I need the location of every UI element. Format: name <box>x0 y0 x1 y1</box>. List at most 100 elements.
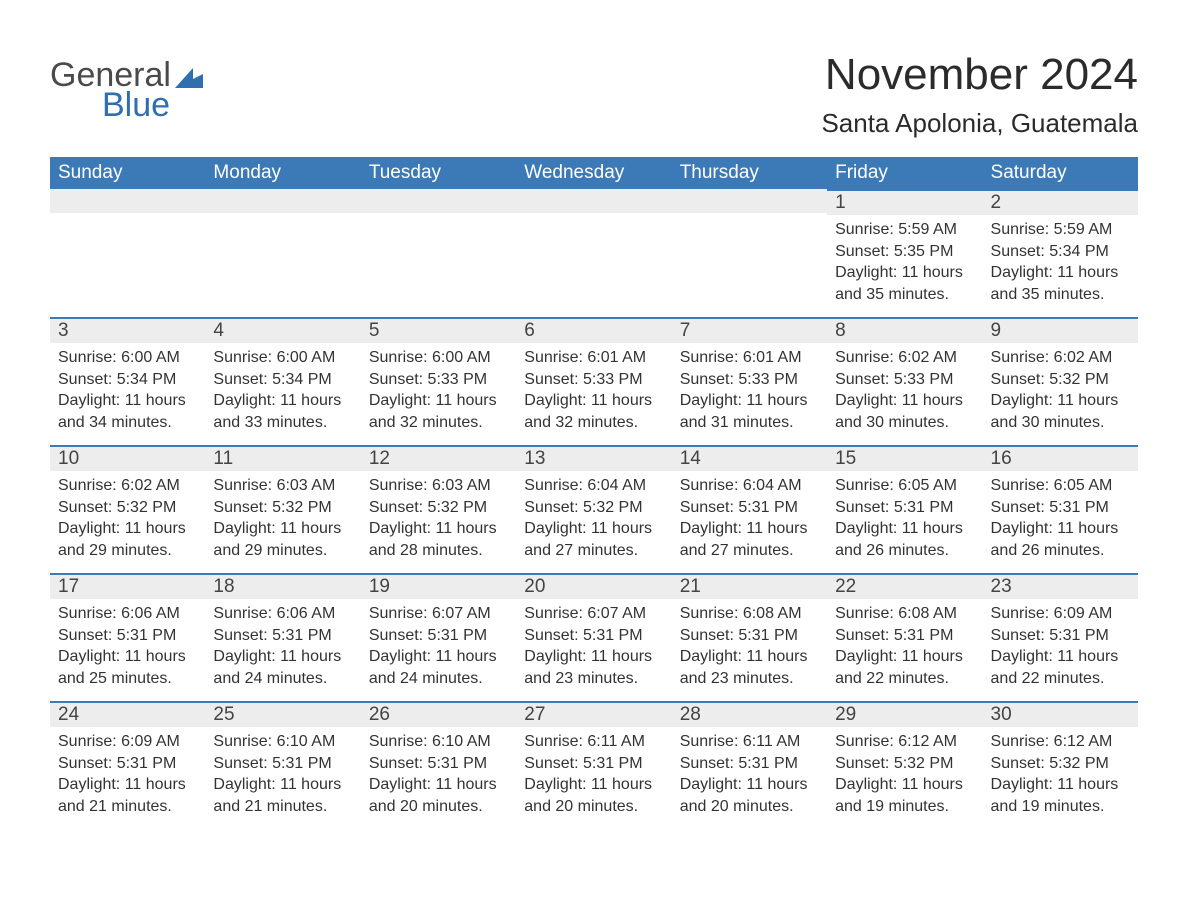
day-number: 18 <box>205 573 360 599</box>
sunrise-text: Sunrise: 6:01 AM <box>680 347 819 369</box>
day-number: 28 <box>672 701 827 727</box>
day-details: Sunrise: 6:00 AMSunset: 5:34 PMDaylight:… <box>58 347 197 433</box>
day-details: Sunrise: 6:03 AMSunset: 5:32 PMDaylight:… <box>369 475 508 561</box>
sunset-text: Sunset: 5:31 PM <box>369 625 508 647</box>
daylight-text: Daylight: 11 hours and 21 minutes. <box>58 774 197 817</box>
sunset-text: Sunset: 5:32 PM <box>835 753 974 775</box>
day-cell <box>672 189 827 317</box>
day-cell: 11Sunrise: 6:03 AMSunset: 5:32 PMDayligh… <box>205 445 360 573</box>
col-sunday: Sunday <box>50 157 205 189</box>
sunrise-text: Sunrise: 5:59 AM <box>835 219 974 241</box>
sunset-text: Sunset: 5:32 PM <box>991 369 1130 391</box>
day-cell: 18 Sunrise: 6:06 AMSunset: 5:31 PMDayligh… <box>205 573 360 701</box>
sunset-text: Sunset: 5:31 PM <box>680 497 819 519</box>
day-number: 15 <box>827 445 982 471</box>
day-cell <box>361 189 516 317</box>
col-wednesday: Wednesday <box>516 157 671 189</box>
sunset-text: Sunset: 5:32 PM <box>991 753 1130 775</box>
empty-day-bar <box>50 189 205 213</box>
daylight-text: Daylight: 11 hours and 27 minutes. <box>680 518 819 561</box>
day-number: 19 <box>361 573 516 599</box>
daylight-text: Daylight: 11 hours and 31 minutes. <box>680 390 819 433</box>
daylight-text: Daylight: 11 hours and 20 minutes. <box>524 774 663 817</box>
day-details: Sunrise: 6:03 AMSunset: 5:32 PMDaylight:… <box>213 475 352 561</box>
sunset-text: Sunset: 5:31 PM <box>835 497 974 519</box>
sunrise-text: Sunrise: 6:07 AM <box>369 603 508 625</box>
day-cell: 12Sunrise: 6:03 AMSunset: 5:32 PMDayligh… <box>361 445 516 573</box>
day-details: Sunrise: 6:06 AMSunset: 5:31 PMDaylight:… <box>213 603 352 689</box>
sunrise-text: Sunrise: 6:05 AM <box>991 475 1130 497</box>
daylight-text: Daylight: 11 hours and 32 minutes. <box>369 390 508 433</box>
sunset-text: Sunset: 5:33 PM <box>680 369 819 391</box>
sunrise-text: Sunrise: 6:02 AM <box>835 347 974 369</box>
sunset-text: Sunset: 5:33 PM <box>369 369 508 391</box>
day-cell: 15Sunrise: 6:05 AMSunset: 5:31 PMDayligh… <box>827 445 982 573</box>
col-friday: Friday <box>827 157 982 189</box>
day-cell: 24 Sunrise: 6:09 AMSunset: 5:31 PMDayligh… <box>50 701 205 829</box>
week-row: 3Sunrise: 6:00 AMSunset: 5:34 PMDaylight… <box>50 317 1138 445</box>
day-number: 24 <box>50 701 205 727</box>
sunset-text: Sunset: 5:31 PM <box>524 625 663 647</box>
daylight-text: Daylight: 11 hours and 19 minutes. <box>991 774 1130 817</box>
day-cell: 13Sunrise: 6:04 AMSunset: 5:32 PMDayligh… <box>516 445 671 573</box>
month-title: November 2024 <box>821 50 1138 100</box>
day-cell <box>516 189 671 317</box>
week-row: 1Sunrise: 5:59 AMSunset: 5:35 PMDaylight… <box>50 189 1138 317</box>
day-number: 6 <box>516 317 671 343</box>
day-details: Sunrise: 6:12 AMSunset: 5:32 PMDaylight:… <box>835 731 974 817</box>
week-row: 17Sunrise: 6:06 AMSunset: 5:31 PMDayligh… <box>50 573 1138 701</box>
sunrise-text: Sunrise: 6:02 AM <box>991 347 1130 369</box>
day-details: Sunrise: 6:07 AMSunset: 5:31 PMDaylight:… <box>369 603 508 689</box>
sunset-text: Sunset: 5:34 PM <box>58 369 197 391</box>
daylight-text: Daylight: 11 hours and 24 minutes. <box>213 646 352 689</box>
day-number: 13 <box>516 445 671 471</box>
daylight-text: Daylight: 11 hours and 25 minutes. <box>58 646 197 689</box>
sunrise-text: Sunrise: 6:10 AM <box>213 731 352 753</box>
daylight-text: Daylight: 11 hours and 35 minutes. <box>835 262 974 305</box>
sunrise-text: Sunrise: 6:03 AM <box>369 475 508 497</box>
day-details: Sunrise: 6:09 AMSunset: 5:31 PMDaylight:… <box>58 731 197 817</box>
daylight-text: Daylight: 11 hours and 29 minutes. <box>58 518 197 561</box>
day-details: Sunrise: 6:04 AMSunset: 5:31 PMDaylight:… <box>680 475 819 561</box>
day-details: Sunrise: 6:00 AMSunset: 5:34 PMDaylight:… <box>213 347 352 433</box>
day-number: 27 <box>516 701 671 727</box>
empty-day-bar <box>672 189 827 213</box>
day-number: 22 <box>827 573 982 599</box>
sunset-text: Sunset: 5:31 PM <box>991 497 1130 519</box>
daylight-text: Daylight: 11 hours and 21 minutes. <box>213 774 352 817</box>
day-cell: 9Sunrise: 6:02 AMSunset: 5:32 PMDaylight… <box>983 317 1138 445</box>
sunrise-text: Sunrise: 6:02 AM <box>58 475 197 497</box>
day-details: Sunrise: 6:05 AMSunset: 5:31 PMDaylight:… <box>991 475 1130 561</box>
daylight-text: Daylight: 11 hours and 30 minutes. <box>835 390 974 433</box>
sunset-text: Sunset: 5:31 PM <box>58 625 197 647</box>
header: General Blue November 2024 Santa Apoloni… <box>50 50 1138 139</box>
daylight-text: Daylight: 11 hours and 30 minutes. <box>991 390 1130 433</box>
sunrise-text: Sunrise: 6:12 AM <box>991 731 1130 753</box>
day-number: 1 <box>827 189 982 215</box>
day-cell <box>205 189 360 317</box>
logo-word-2: Blue <box>102 88 203 122</box>
sunset-text: Sunset: 5:32 PM <box>213 497 352 519</box>
day-cell: 23Sunrise: 6:09 AMSunset: 5:31 PMDayligh… <box>983 573 1138 701</box>
day-details: Sunrise: 6:06 AMSunset: 5:31 PMDaylight:… <box>58 603 197 689</box>
sunset-text: Sunset: 5:31 PM <box>991 625 1130 647</box>
sunrise-text: Sunrise: 6:04 AM <box>680 475 819 497</box>
sunrise-text: Sunrise: 6:09 AM <box>58 731 197 753</box>
sunset-text: Sunset: 5:31 PM <box>835 625 974 647</box>
day-cell: 2Sunrise: 5:59 AMSunset: 5:34 PMDaylight… <box>983 189 1138 317</box>
sunrise-text: Sunrise: 6:09 AM <box>991 603 1130 625</box>
sunset-text: Sunset: 5:31 PM <box>680 753 819 775</box>
col-monday: Monday <box>205 157 360 189</box>
day-cell: 1Sunrise: 5:59 AMSunset: 5:35 PMDaylight… <box>827 189 982 317</box>
day-number: 3 <box>50 317 205 343</box>
day-cell: 16Sunrise: 6:05 AMSunset: 5:31 PMDayligh… <box>983 445 1138 573</box>
logo-flag-icon <box>175 68 203 88</box>
sunset-text: Sunset: 5:31 PM <box>524 753 663 775</box>
col-thursday: Thursday <box>672 157 827 189</box>
daylight-text: Daylight: 11 hours and 23 minutes. <box>524 646 663 689</box>
sunrise-text: Sunrise: 6:00 AM <box>58 347 197 369</box>
day-details: Sunrise: 6:08 AMSunset: 5:31 PMDaylight:… <box>680 603 819 689</box>
empty-day-bar <box>361 189 516 213</box>
day-number: 5 <box>361 317 516 343</box>
daylight-text: Daylight: 11 hours and 28 minutes. <box>369 518 508 561</box>
